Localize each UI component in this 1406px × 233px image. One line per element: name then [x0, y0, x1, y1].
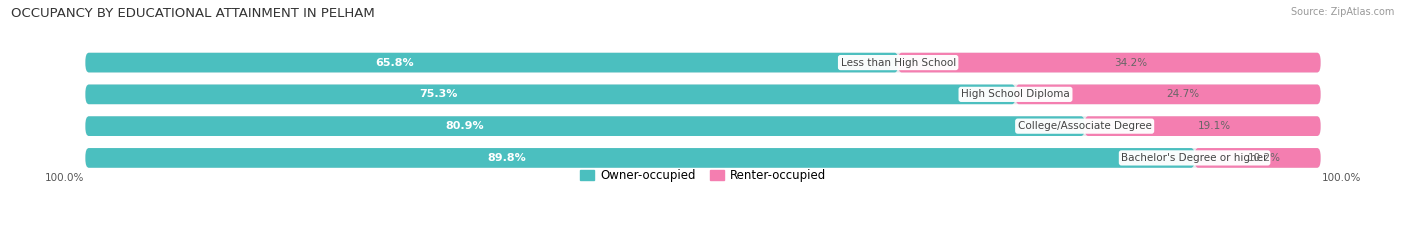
Text: 34.2%: 34.2% [1114, 58, 1147, 68]
Text: High School Diploma: High School Diploma [962, 89, 1070, 99]
FancyBboxPatch shape [86, 148, 1195, 168]
Text: OCCUPANCY BY EDUCATIONAL ATTAINMENT IN PELHAM: OCCUPANCY BY EDUCATIONAL ATTAINMENT IN P… [11, 7, 375, 20]
Text: 24.7%: 24.7% [1167, 89, 1199, 99]
FancyBboxPatch shape [898, 53, 1320, 72]
FancyBboxPatch shape [1015, 85, 1320, 104]
FancyBboxPatch shape [1084, 116, 1320, 136]
Text: Less than High School: Less than High School [841, 58, 956, 68]
Text: 19.1%: 19.1% [1198, 121, 1232, 131]
FancyBboxPatch shape [86, 148, 1320, 168]
FancyBboxPatch shape [86, 85, 1015, 104]
Text: College/Associate Degree: College/Associate Degree [1018, 121, 1152, 131]
FancyBboxPatch shape [86, 116, 1084, 136]
Text: Source: ZipAtlas.com: Source: ZipAtlas.com [1291, 7, 1395, 17]
Legend: Owner-occupied, Renter-occupied: Owner-occupied, Renter-occupied [575, 164, 831, 187]
Text: 65.8%: 65.8% [375, 58, 413, 68]
FancyBboxPatch shape [86, 53, 1320, 72]
Text: 75.3%: 75.3% [419, 89, 458, 99]
Text: 10.2%: 10.2% [1247, 153, 1281, 163]
Text: 100.0%: 100.0% [1322, 173, 1361, 183]
Text: 89.8%: 89.8% [488, 153, 526, 163]
Text: Bachelor's Degree or higher: Bachelor's Degree or higher [1122, 153, 1268, 163]
Text: 100.0%: 100.0% [45, 173, 84, 183]
FancyBboxPatch shape [86, 116, 1320, 136]
FancyBboxPatch shape [86, 85, 1320, 104]
FancyBboxPatch shape [1195, 148, 1320, 168]
Text: 80.9%: 80.9% [446, 121, 485, 131]
FancyBboxPatch shape [86, 53, 898, 72]
